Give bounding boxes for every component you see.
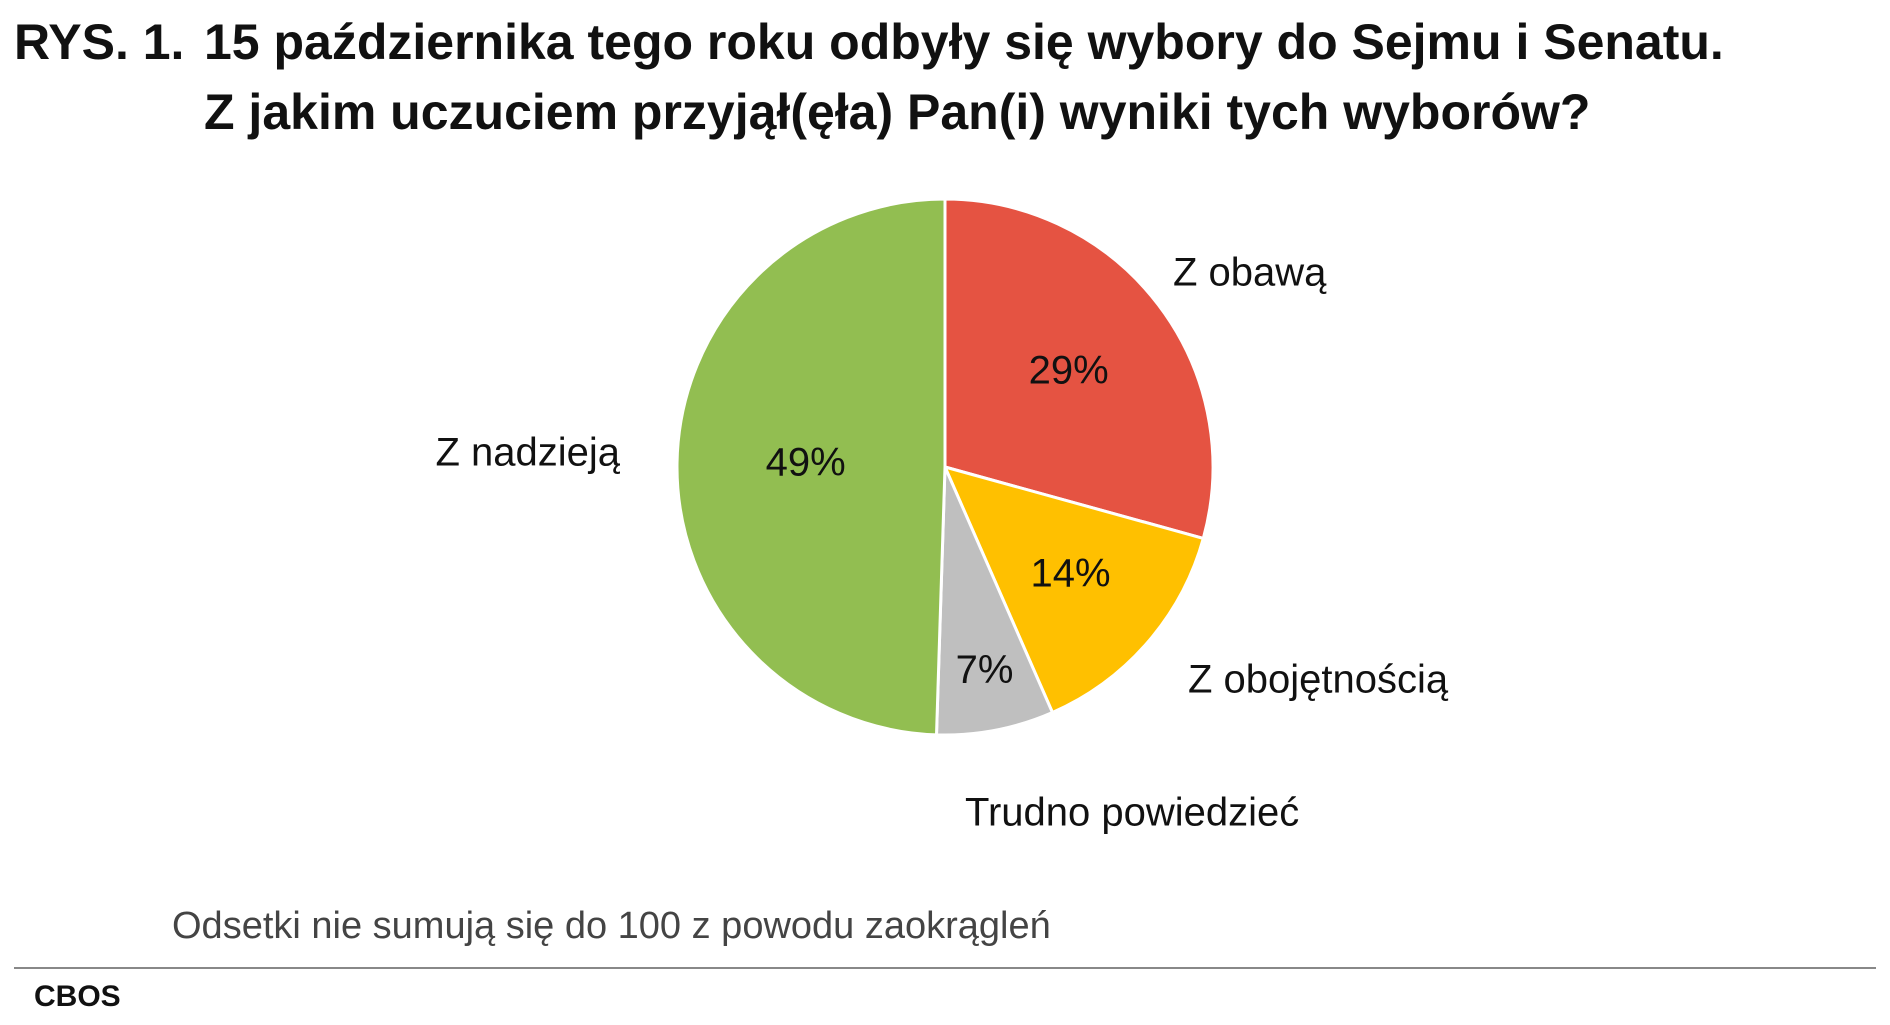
pie-slice-z-nadzieja — [675, 197, 947, 737]
title-line-2: Z jakim uczuciem przyjął(ęła) Pan(i) wyn… — [204, 84, 1591, 140]
category-labels: Z obawą Z obojętnością Trudno powiedzieć Z … — [435, 251, 1448, 835]
category-label-z-obawa: Z obawą — [1173, 251, 1327, 295]
pie-slices — [675, 197, 1215, 737]
value-label-z-nadzieja: 49% — [766, 440, 846, 484]
pie-chart: 29% 14% 7% 49% Z obawą Z obojętnością Trudno … — [435, 197, 1449, 835]
category-label-z-nadzieja: Z nadzieją — [435, 431, 620, 475]
figure-number: RYS. 1. — [14, 14, 185, 70]
pie-slice-z-obojetnoscia — [942, 464, 1206, 715]
source-label: CBOS — [34, 980, 121, 1013]
value-label-z-obojetnoscia: 14% — [1031, 551, 1111, 595]
slice-value-labels: 29% 14% 7% 49% — [766, 348, 1111, 691]
title-line-1: 15 października tego roku odbyły się wyb… — [204, 14, 1724, 70]
category-label-trudno-powiedziec: Trudno powiedzieć — [965, 791, 1299, 835]
value-label-trudno-powiedziec: 7% — [956, 648, 1014, 692]
category-label-z-obojetnoscia: Z obojętnością — [1188, 658, 1449, 702]
pie-slice-trudno-powiedziec — [934, 466, 1055, 737]
value-label-z-obawa: 29% — [1029, 348, 1109, 392]
divider — [14, 967, 1876, 969]
footnote: Odsetki nie sumują się do 100 z powodu z… — [172, 905, 1051, 947]
pie-slice-z-obawa — [943, 197, 1215, 541]
